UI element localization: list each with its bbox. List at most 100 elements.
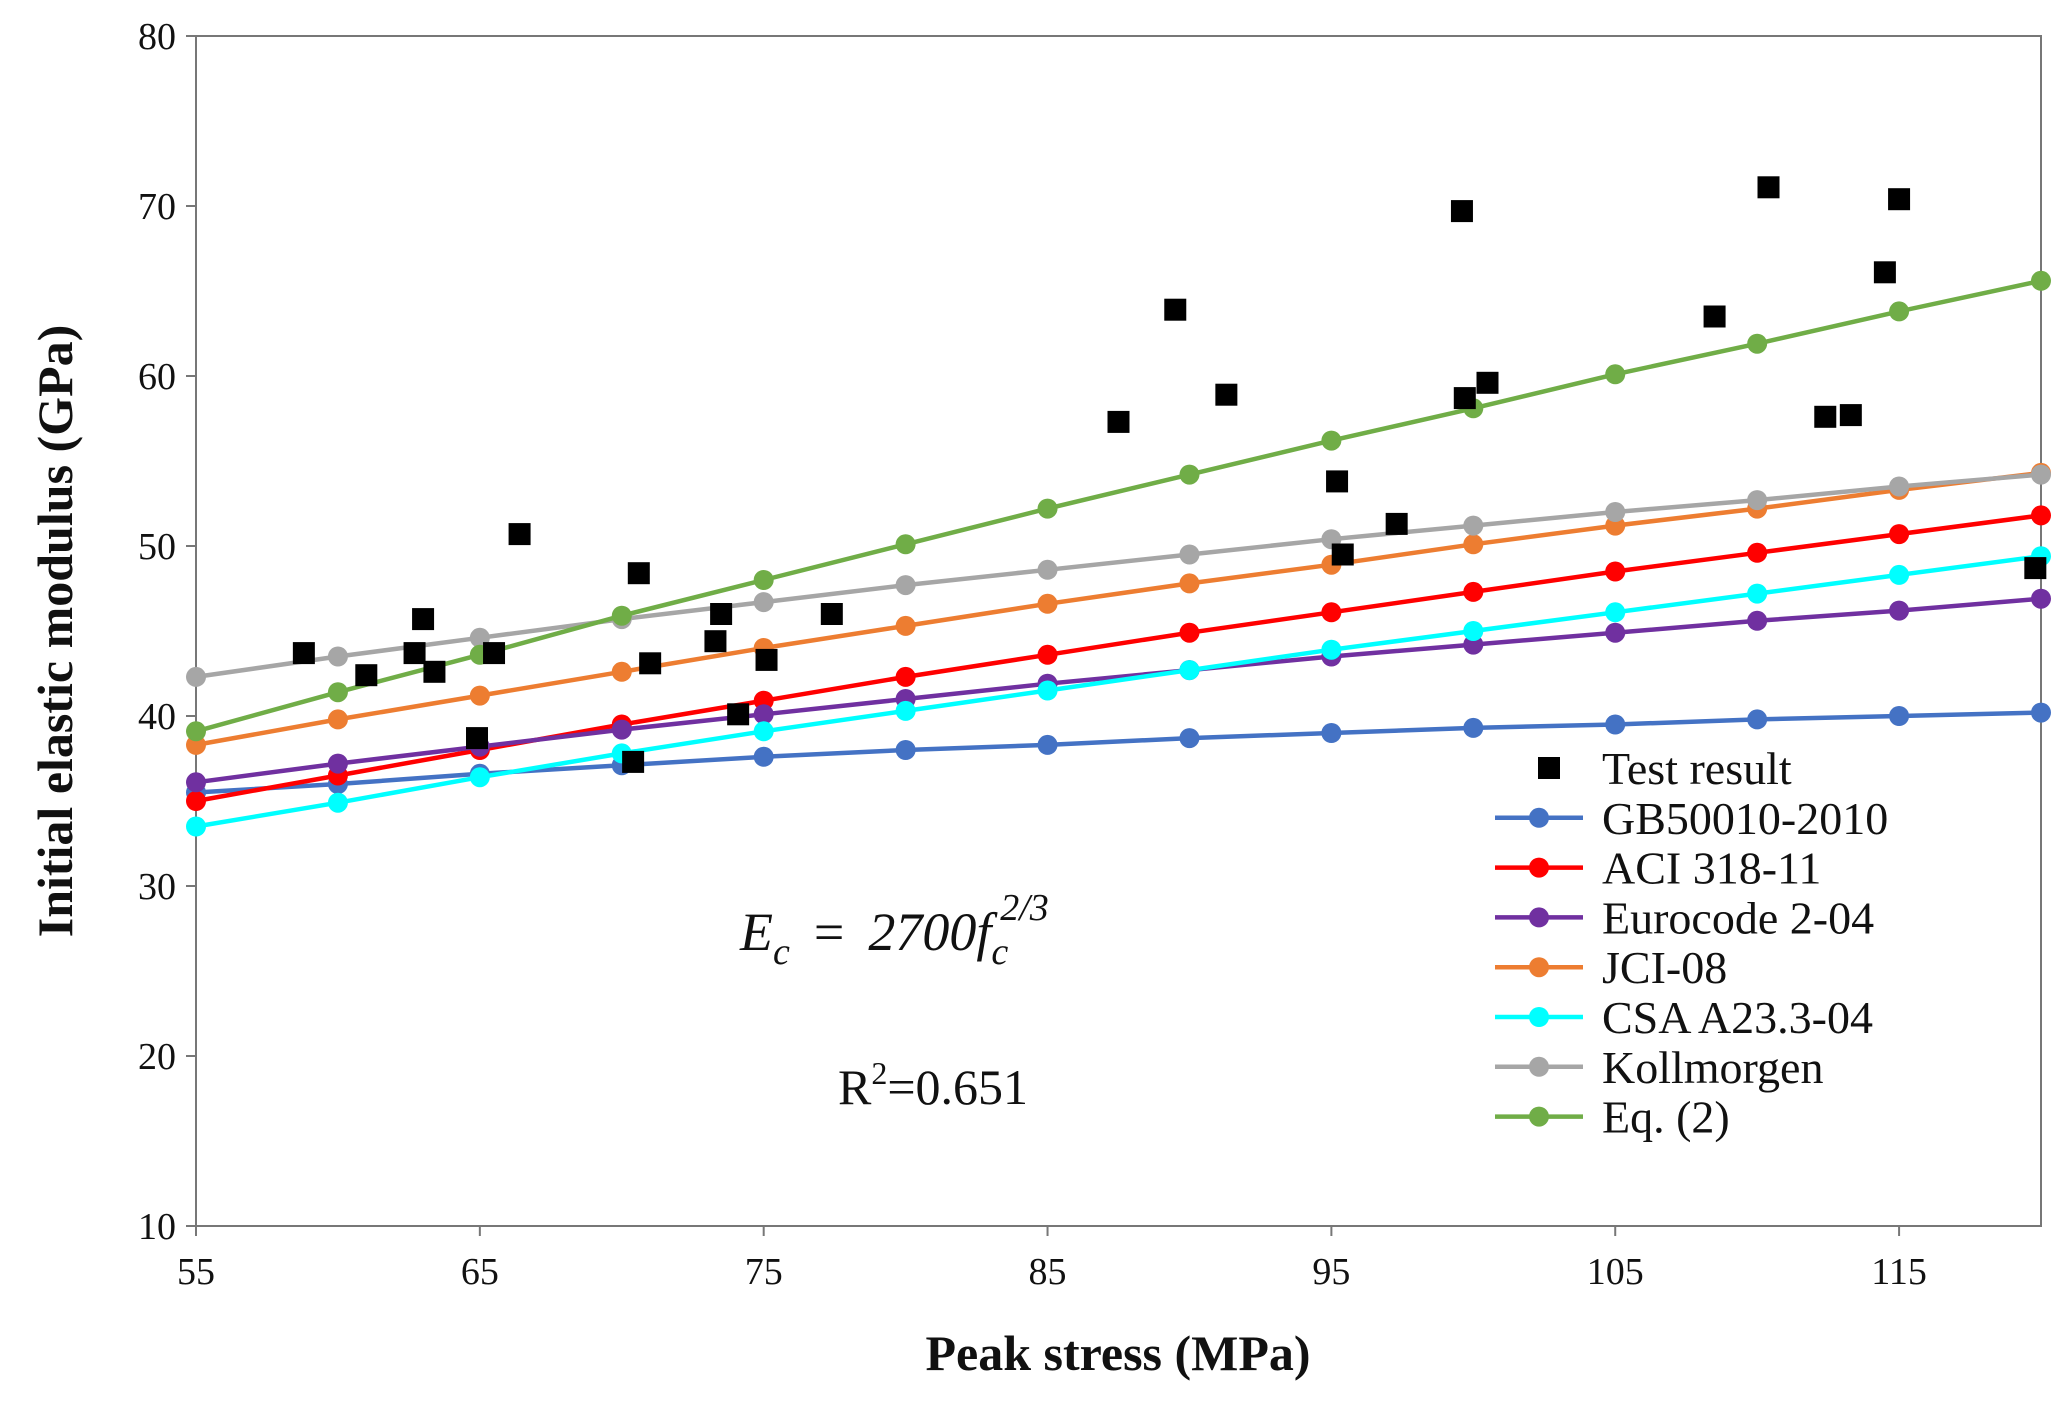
r2-value: =0.651 xyxy=(887,1059,1028,1115)
series-point-kollmorgen xyxy=(1179,544,1200,565)
series-point-kollmorgen xyxy=(895,575,916,596)
series-point-eurocode-2-04 xyxy=(327,753,348,774)
series-point-eq-2 xyxy=(2031,270,2051,291)
x-tick-label: 105 xyxy=(1587,1251,1644,1293)
y-tick-label: 50 xyxy=(138,526,176,568)
legend-label: Eurocode 2-04 xyxy=(1602,892,1874,943)
legend-label: Kollmorgen xyxy=(1602,1042,1823,1093)
test-result-point xyxy=(1703,305,1726,328)
eq-lhs: E xyxy=(739,902,773,962)
legend-marker xyxy=(1529,907,1549,928)
legend-marker xyxy=(1529,807,1549,828)
legend-marker xyxy=(1529,1106,1549,1127)
series-point-kollmorgen xyxy=(753,592,774,613)
x-tick-label: 95 xyxy=(1312,1251,1350,1293)
x-tick-label: 85 xyxy=(1029,1251,1067,1293)
eq-lhs-sub: c xyxy=(773,931,790,973)
series-point-eq-2 xyxy=(1889,301,1910,322)
series-point-eq-2 xyxy=(611,605,632,626)
series-point-gb50010-2010 xyxy=(1605,714,1626,735)
test-result-point xyxy=(1757,176,1780,199)
series-point-eurocode-2-04 xyxy=(1747,610,1768,631)
series-point-kollmorgen xyxy=(1463,515,1484,536)
legend-label: Test result xyxy=(1602,743,1792,794)
test-result-point xyxy=(639,652,662,675)
series-point-csa-a23-3-04 xyxy=(1463,621,1484,641)
series-point-csa-a23-3-04 xyxy=(753,721,774,742)
series-point-gb50010-2010 xyxy=(753,746,774,767)
legend-label: ACI 318-11 xyxy=(1602,843,1821,894)
test-result-point xyxy=(483,642,506,665)
test-result-point xyxy=(1164,298,1187,321)
series-point-csa-a23-3-04 xyxy=(1037,680,1058,701)
series-point-csa-a23-3-04 xyxy=(1605,602,1626,623)
series-point-eurocode-2-04 xyxy=(2031,588,2051,609)
legend-marker xyxy=(1529,1056,1549,1077)
series-point-aci-318-11 xyxy=(2031,505,2051,526)
y-tick-label: 70 xyxy=(138,186,176,228)
series-point-eq-2 xyxy=(327,682,348,703)
series-point-jci-08 xyxy=(895,615,916,636)
series-point-gb50010-2010 xyxy=(1463,717,1484,738)
series-jci-08 xyxy=(186,462,2051,755)
series-point-aci-318-11 xyxy=(1605,561,1626,582)
x-tick-label: 115 xyxy=(1871,1251,1927,1293)
plot-area xyxy=(195,35,2042,1227)
test-result-point xyxy=(755,648,778,671)
x-tick-label: 65 xyxy=(461,1251,499,1293)
test-result-point xyxy=(1326,470,1349,493)
series-point-eurocode-2-04 xyxy=(186,772,206,793)
test-result-point xyxy=(355,664,378,687)
eq-equals: = xyxy=(814,902,844,962)
series-point-kollmorgen xyxy=(1037,559,1058,580)
test-result-point xyxy=(1873,261,1896,284)
series-line-csa-a23-3-04 xyxy=(195,553,2042,829)
series-point-csa-a23-3-04 xyxy=(1321,639,1342,660)
series-point-kollmorgen xyxy=(1605,502,1626,522)
legend-item-eurocode-2-04: Eurocode 2-04 xyxy=(1495,892,1874,943)
test-result-point xyxy=(2024,557,2047,580)
series-point-csa-a23-3-04 xyxy=(895,700,916,721)
legend-item-csa-a23-3-04: CSA A23.3-04 xyxy=(1495,992,1873,1043)
y-tick-label: 40 xyxy=(138,696,176,738)
legend-label: CSA A23.3-04 xyxy=(1602,992,1873,1043)
series-point-eurocode-2-04 xyxy=(1889,600,1910,621)
series-point-eq-2 xyxy=(186,721,206,742)
tick-layer: 10 20 30 40 50 60 70 80 55 65 75 85 95 105 115 xyxy=(138,16,1927,1293)
r2-sup: 2 xyxy=(871,1055,887,1091)
series-point-eq-2 xyxy=(753,570,774,590)
test-result-point xyxy=(1839,404,1862,427)
test-result-point xyxy=(704,630,727,653)
test-result-point xyxy=(1476,371,1499,394)
series-point-aci-318-11 xyxy=(1321,602,1342,623)
series-point-jci-08 xyxy=(327,709,348,730)
test-result-point xyxy=(1331,543,1354,566)
legend-item-test-result: Test result xyxy=(1538,743,1792,794)
series-line-kollmorgen xyxy=(195,472,2042,680)
series-point-aci-318-11 xyxy=(1463,581,1484,602)
series-point-aci-318-11 xyxy=(1037,644,1058,665)
y-tick-label: 60 xyxy=(138,356,176,398)
y-tick-label: 30 xyxy=(138,866,176,908)
test-result-point xyxy=(1814,405,1837,428)
test-result-point xyxy=(466,727,489,750)
eq-exponent: 2/3 xyxy=(1000,887,1049,929)
series-point-eurocode-2-04 xyxy=(611,719,632,740)
series-point-aci-318-11 xyxy=(1889,524,1910,545)
series-point-aci-318-11 xyxy=(1179,622,1200,643)
series-point-aci-318-11 xyxy=(1747,542,1768,563)
test-result-point xyxy=(622,750,645,773)
legend-item-eq-2: Eq. (2) xyxy=(1495,1092,1730,1143)
series-point-eq-2 xyxy=(1747,333,1768,354)
y-axis-title: Initial elastic modulus (GPa) xyxy=(27,325,83,938)
x-tick-label: 55 xyxy=(177,1251,215,1293)
series-point-kollmorgen xyxy=(1889,476,1910,497)
test-result-point xyxy=(423,660,446,683)
test-result-point xyxy=(403,642,426,665)
series-point-aci-318-11 xyxy=(895,666,916,687)
test-result-point xyxy=(292,642,315,665)
series-point-jci-08 xyxy=(1037,593,1058,614)
test-result-point xyxy=(1385,512,1408,535)
legend-item-gb50010-2010: GB50010-2010 xyxy=(1495,793,1888,844)
series-point-kollmorgen xyxy=(327,646,348,667)
